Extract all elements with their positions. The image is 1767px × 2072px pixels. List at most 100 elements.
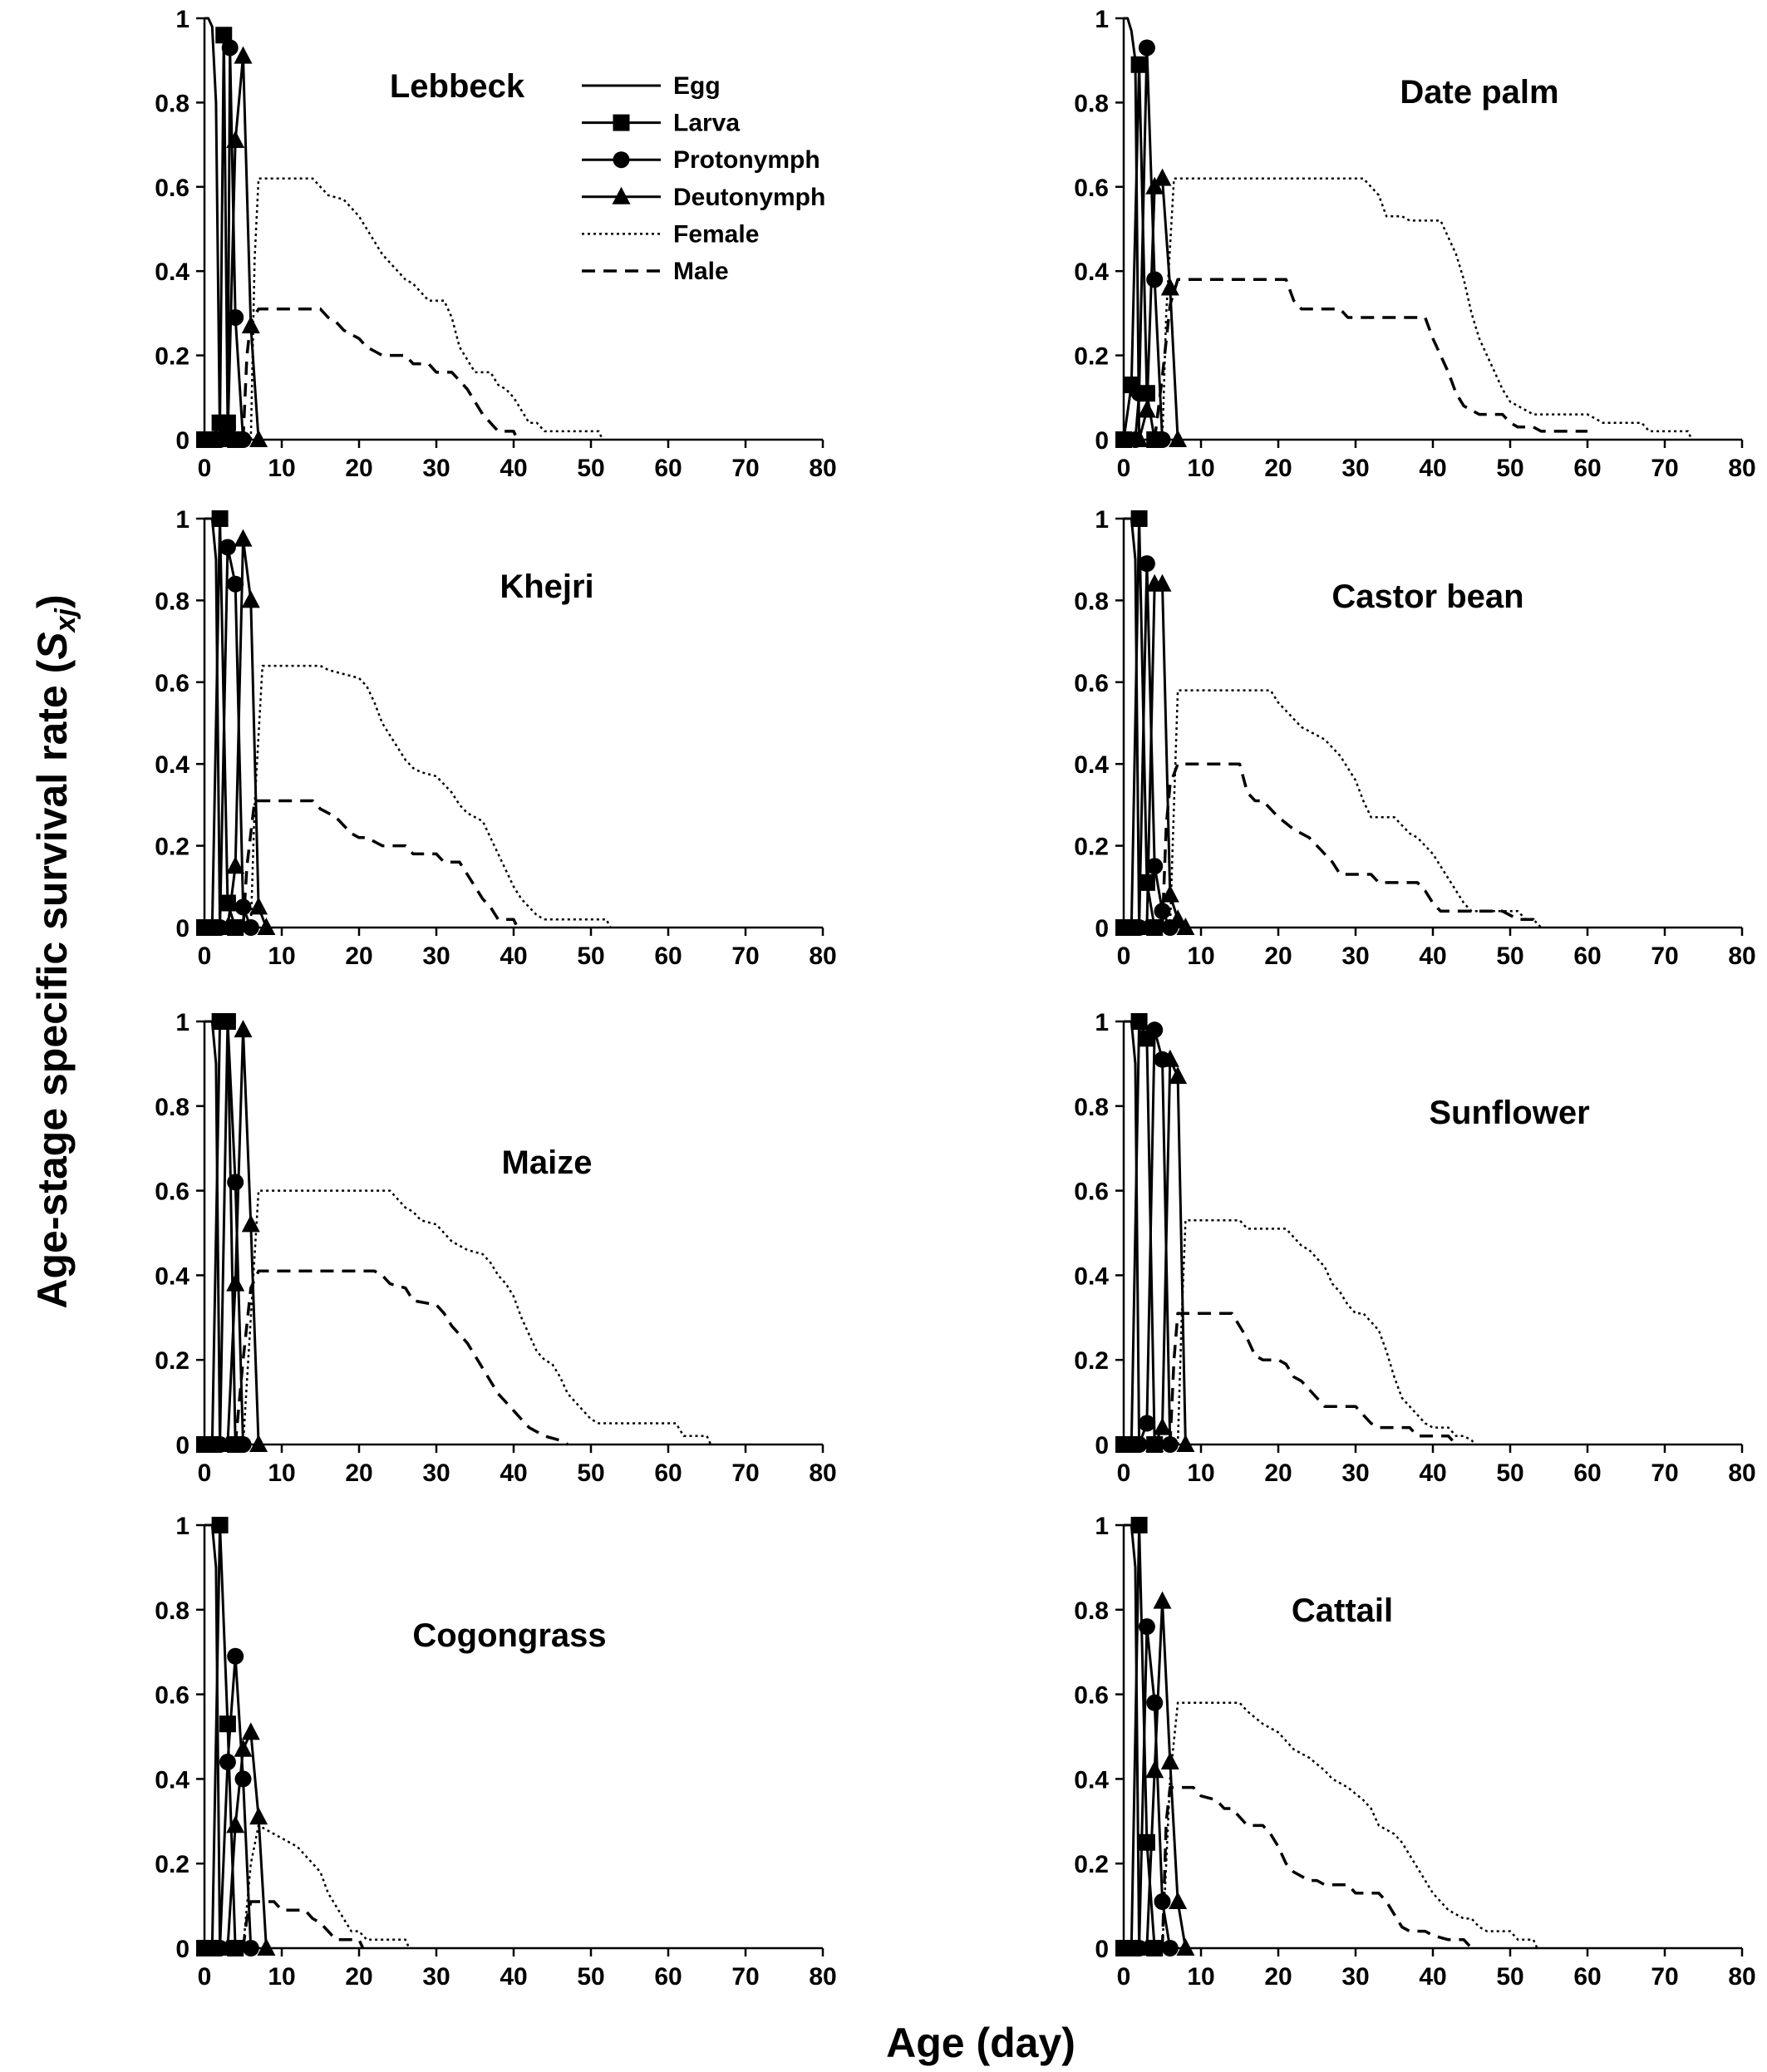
x-tick-label: 50 bbox=[1496, 1963, 1523, 1991]
y-axis-title-prefix: Age-stage specific survival rate ( bbox=[29, 659, 76, 1308]
series-line-female bbox=[249, 177, 604, 440]
legend-label: Larva bbox=[673, 110, 740, 137]
x-tick-label: 40 bbox=[500, 1963, 527, 1991]
data-point-protonymph bbox=[1130, 385, 1148, 402]
legend-item-egg: Egg bbox=[582, 72, 721, 100]
series-line-egg bbox=[1124, 1523, 1141, 1949]
x-tick-label: 50 bbox=[577, 1963, 604, 1991]
data-point-deutonymph bbox=[218, 918, 237, 935]
y-tick-label: 0.6 bbox=[1074, 175, 1109, 202]
y-tick-label: 0.2 bbox=[155, 343, 189, 371]
y-tick-label: 0.2 bbox=[155, 1851, 189, 1878]
y-tick-label: 0.8 bbox=[1074, 1094, 1109, 1121]
x-tick-label: 60 bbox=[1573, 942, 1601, 970]
x-tick-label: 40 bbox=[1419, 1459, 1446, 1487]
x-tick-label: 80 bbox=[1728, 1459, 1755, 1487]
y-tick-label: 0.4 bbox=[155, 1766, 189, 1794]
y-tick-label: 0 bbox=[1095, 427, 1109, 455]
y-tick-label: 0.4 bbox=[155, 258, 189, 286]
data-point-protonymph bbox=[1146, 1694, 1164, 1711]
x-tick-label: 80 bbox=[809, 1963, 836, 1991]
y-tick-label: 0.2 bbox=[155, 1347, 189, 1375]
y-tick-label: 0 bbox=[175, 915, 189, 942]
x-tick-label: 60 bbox=[654, 455, 682, 482]
x-tick-label: 60 bbox=[654, 1963, 682, 1991]
x-tick-label: 20 bbox=[345, 1459, 372, 1487]
x-tick-label: 0 bbox=[1117, 1459, 1131, 1487]
data-point-larva bbox=[1138, 1833, 1155, 1851]
y-tick-label: 0.8 bbox=[155, 588, 189, 615]
series-line-egg bbox=[1124, 517, 1141, 928]
data-point-larva bbox=[1115, 431, 1132, 448]
y-tick-label: 0 bbox=[175, 1936, 189, 1963]
data-point-deutonymph bbox=[1160, 1049, 1179, 1067]
data-point-protonymph bbox=[242, 919, 259, 936]
series-line-male bbox=[241, 1900, 365, 1949]
x-tick-label: 70 bbox=[1651, 455, 1678, 482]
data-point-deutonymph bbox=[1130, 430, 1149, 447]
y-tick-label: 0.2 bbox=[1074, 834, 1109, 861]
series-line-deutonymph bbox=[1145, 1600, 1187, 1949]
data-point-protonymph bbox=[1154, 1893, 1171, 1911]
x-tick-label: 0 bbox=[198, 1459, 212, 1487]
series-line-female bbox=[1169, 689, 1543, 928]
series-line-egg bbox=[204, 517, 222, 928]
x-tick-label: 40 bbox=[500, 942, 527, 970]
series-line-male bbox=[1169, 1312, 1458, 1446]
x-tick-label: 10 bbox=[268, 455, 295, 482]
x-tick-label: 0 bbox=[1117, 455, 1131, 482]
data-point-deutonymph bbox=[226, 130, 245, 149]
legend-marker bbox=[613, 151, 630, 169]
x-tick-label: 10 bbox=[1187, 1963, 1214, 1991]
legend-item-protonymph: Protonymph bbox=[582, 146, 820, 174]
data-point-deutonymph bbox=[1137, 918, 1156, 935]
data-point-deutonymph bbox=[1153, 1417, 1172, 1435]
x-tick-label: 60 bbox=[654, 942, 682, 970]
series-line-male bbox=[1160, 762, 1539, 928]
x-tick-label: 50 bbox=[1496, 1459, 1523, 1487]
y-axis-title: Age-stage specific survival rate (Sxj) bbox=[29, 594, 81, 1308]
x-tick-label: 10 bbox=[1187, 942, 1214, 970]
y-tick-label: 1 bbox=[175, 1009, 189, 1036]
series-line-female bbox=[1161, 177, 1693, 440]
x-tick-label: 20 bbox=[1264, 1459, 1292, 1487]
series-line-egg bbox=[204, 17, 222, 440]
x-tick-label: 40 bbox=[500, 1459, 527, 1487]
y-tick-label: 0 bbox=[175, 427, 189, 455]
data-point-deutonymph bbox=[257, 918, 276, 935]
x-tick-label: 50 bbox=[577, 1459, 604, 1487]
data-point-larva bbox=[1138, 874, 1155, 891]
data-point-protonymph bbox=[1146, 1021, 1164, 1039]
x-tick-label: 50 bbox=[577, 942, 604, 970]
data-point-deutonymph bbox=[234, 1739, 253, 1757]
data-point-protonymph bbox=[1161, 1940, 1179, 1956]
data-point-protonymph bbox=[234, 898, 252, 916]
data-point-deutonymph bbox=[1160, 1752, 1179, 1770]
y-tick-label: 0.6 bbox=[155, 670, 189, 697]
data-point-deutonymph bbox=[1169, 1066, 1188, 1085]
data-point-deutonymph bbox=[249, 1435, 268, 1452]
data-point-deutonymph bbox=[1169, 1892, 1188, 1910]
y-tick-label: 1 bbox=[1095, 506, 1109, 534]
series-line-male bbox=[1153, 278, 1587, 440]
y-tick-label: 0.8 bbox=[1074, 588, 1109, 615]
data-point-protonymph bbox=[219, 1013, 236, 1030]
x-tick-label: 50 bbox=[577, 455, 604, 482]
series-line-deutonymph bbox=[226, 1730, 268, 1949]
x-tick-label: 60 bbox=[1573, 455, 1601, 482]
series-line-male bbox=[241, 799, 519, 928]
data-point-larva bbox=[219, 1715, 236, 1733]
y-tick-label: 1 bbox=[1095, 1513, 1109, 1540]
x-tick-label: 80 bbox=[1728, 455, 1755, 482]
x-tick-label: 80 bbox=[1728, 1963, 1755, 1991]
data-point-deutonymph bbox=[1160, 278, 1179, 296]
data-point-protonymph bbox=[1146, 271, 1164, 288]
series-line-protonymph bbox=[219, 1020, 244, 1445]
y-tick-label: 0.6 bbox=[1074, 1179, 1109, 1206]
y-tick-label: 0 bbox=[175, 1432, 189, 1459]
data-point-deutonymph bbox=[1176, 1938, 1195, 1956]
data-point-protonymph bbox=[1154, 903, 1171, 920]
